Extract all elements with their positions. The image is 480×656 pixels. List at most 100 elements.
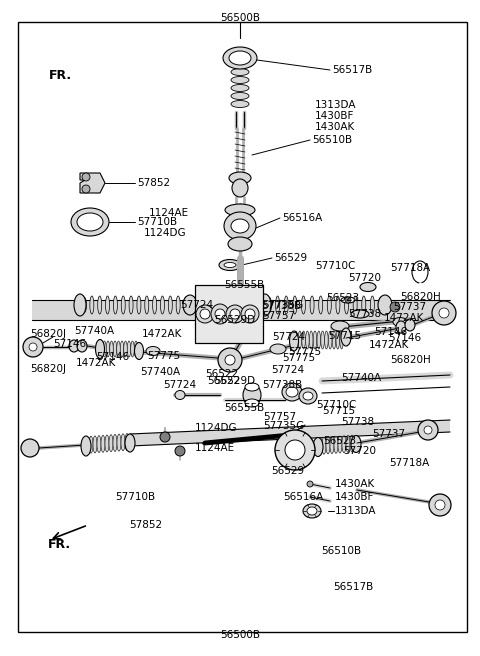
Ellipse shape [231, 219, 249, 233]
Text: 57852: 57852 [130, 520, 163, 530]
Ellipse shape [229, 172, 251, 184]
Ellipse shape [231, 85, 249, 91]
Ellipse shape [85, 436, 89, 453]
Ellipse shape [99, 341, 103, 357]
Ellipse shape [113, 296, 118, 314]
Text: 57852: 57852 [137, 178, 170, 188]
Ellipse shape [229, 51, 251, 65]
Ellipse shape [245, 309, 255, 319]
Text: 1472AK: 1472AK [384, 313, 424, 323]
Text: 56555B: 56555B [225, 279, 265, 290]
Ellipse shape [324, 331, 328, 349]
Text: 1472AK: 1472AK [142, 329, 182, 339]
Ellipse shape [146, 346, 160, 356]
Ellipse shape [109, 435, 113, 452]
Text: 57775: 57775 [282, 353, 315, 363]
Text: 56517B: 56517B [334, 582, 374, 592]
Ellipse shape [362, 296, 366, 314]
Ellipse shape [231, 68, 249, 75]
Ellipse shape [224, 262, 236, 268]
Circle shape [160, 432, 170, 442]
Text: 56820J: 56820J [30, 363, 66, 374]
Polygon shape [80, 173, 105, 193]
Ellipse shape [134, 341, 138, 357]
Ellipse shape [77, 340, 87, 352]
Text: 57146: 57146 [388, 333, 421, 344]
Ellipse shape [129, 296, 133, 314]
Text: 57146: 57146 [96, 352, 129, 362]
Ellipse shape [294, 331, 298, 349]
Ellipse shape [321, 331, 324, 349]
Circle shape [439, 308, 449, 318]
Ellipse shape [121, 296, 125, 314]
Ellipse shape [228, 237, 252, 251]
Text: 56500B: 56500B [220, 13, 260, 23]
Text: 57738B: 57738B [262, 380, 302, 390]
Circle shape [29, 343, 37, 351]
Ellipse shape [270, 344, 286, 354]
Text: 1124AE: 1124AE [195, 443, 235, 453]
Ellipse shape [134, 342, 144, 359]
Ellipse shape [313, 331, 317, 349]
Ellipse shape [245, 383, 259, 391]
Circle shape [275, 430, 315, 470]
Text: 57740A: 57740A [341, 373, 381, 383]
Ellipse shape [137, 296, 141, 314]
Text: 1124DG: 1124DG [195, 423, 238, 433]
Ellipse shape [176, 296, 180, 314]
Ellipse shape [226, 305, 244, 323]
Text: 57718A: 57718A [389, 458, 429, 468]
Bar [32, 300, 450, 320]
Text: 1124DG: 1124DG [144, 228, 187, 238]
Ellipse shape [313, 438, 323, 457]
Ellipse shape [303, 392, 313, 400]
Text: 57757: 57757 [262, 311, 295, 321]
Ellipse shape [103, 341, 106, 357]
Ellipse shape [125, 434, 129, 451]
Ellipse shape [113, 434, 117, 451]
Ellipse shape [328, 331, 332, 349]
Text: 57738: 57738 [348, 309, 381, 319]
Ellipse shape [110, 341, 113, 357]
Ellipse shape [69, 340, 79, 352]
Circle shape [345, 297, 351, 303]
Circle shape [432, 301, 456, 325]
Text: 1313DA: 1313DA [314, 100, 356, 110]
Ellipse shape [334, 436, 338, 453]
Circle shape [424, 426, 432, 434]
Ellipse shape [306, 331, 309, 349]
Ellipse shape [183, 295, 197, 315]
Circle shape [82, 185, 90, 193]
Ellipse shape [200, 309, 210, 319]
Ellipse shape [298, 331, 301, 349]
Ellipse shape [266, 297, 272, 313]
Ellipse shape [231, 77, 249, 83]
Text: 56529D: 56529D [214, 376, 255, 386]
Ellipse shape [113, 341, 117, 357]
Ellipse shape [224, 212, 256, 240]
Ellipse shape [230, 309, 240, 319]
Ellipse shape [326, 437, 330, 454]
Text: 56820H: 56820H [400, 292, 441, 302]
Text: 1430AK: 1430AK [335, 479, 375, 489]
Circle shape [225, 355, 235, 365]
Text: 57724: 57724 [180, 300, 214, 310]
Circle shape [285, 440, 305, 460]
Ellipse shape [330, 437, 334, 453]
Ellipse shape [336, 296, 340, 314]
Ellipse shape [117, 434, 121, 451]
Circle shape [82, 173, 90, 181]
Text: 57146: 57146 [374, 327, 407, 337]
Text: 1472AK: 1472AK [369, 340, 409, 350]
Ellipse shape [284, 296, 288, 314]
Ellipse shape [405, 319, 415, 331]
Circle shape [418, 420, 438, 440]
Text: 56510B: 56510B [312, 135, 352, 145]
Ellipse shape [89, 436, 93, 453]
Text: 1430AK: 1430AK [314, 121, 355, 132]
Ellipse shape [231, 92, 249, 100]
Ellipse shape [121, 434, 125, 451]
Ellipse shape [318, 438, 322, 455]
Circle shape [429, 494, 451, 516]
Ellipse shape [168, 296, 172, 314]
